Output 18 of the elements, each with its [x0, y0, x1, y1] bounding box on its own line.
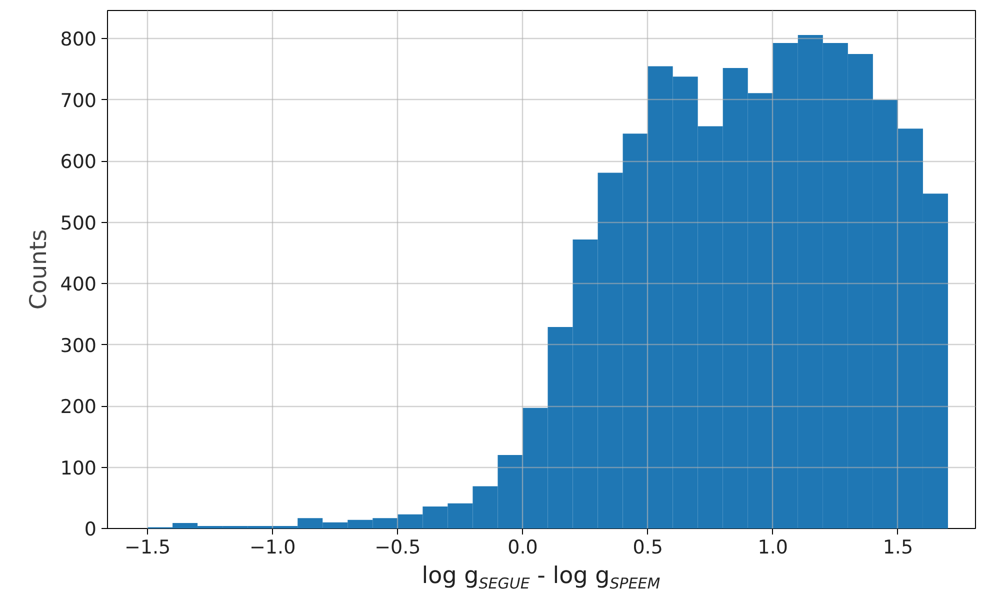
x-tick-label: 0.5	[632, 536, 663, 558]
x-tick-label: −0.5	[374, 536, 421, 558]
y-tick-label: 0	[84, 518, 97, 540]
x-axis-title: log g$_{SEGUE}$ - log g$_{SPEEM}$	[420, 562, 662, 595]
y-tick-label: 400	[60, 274, 96, 296]
x-tick-label: −1.5	[124, 536, 171, 558]
y-tick-label: 600	[60, 151, 96, 174]
x-tick-label: 0.0	[508, 536, 538, 558]
y-tick-label: 200	[60, 396, 96, 418]
y-tick-label: 100	[60, 457, 96, 480]
x-tick-label: 1.5	[882, 536, 914, 558]
y-tick-label: 700	[60, 90, 96, 112]
x-tick-label: 1.0	[758, 536, 788, 558]
x-tick-label: −1.0	[250, 536, 296, 558]
y-axis-title: Counts	[26, 229, 52, 310]
y-tick-label: 500	[60, 212, 96, 234]
y-tick-label: 300	[60, 334, 96, 357]
y-tick-label: 800	[60, 28, 96, 51]
